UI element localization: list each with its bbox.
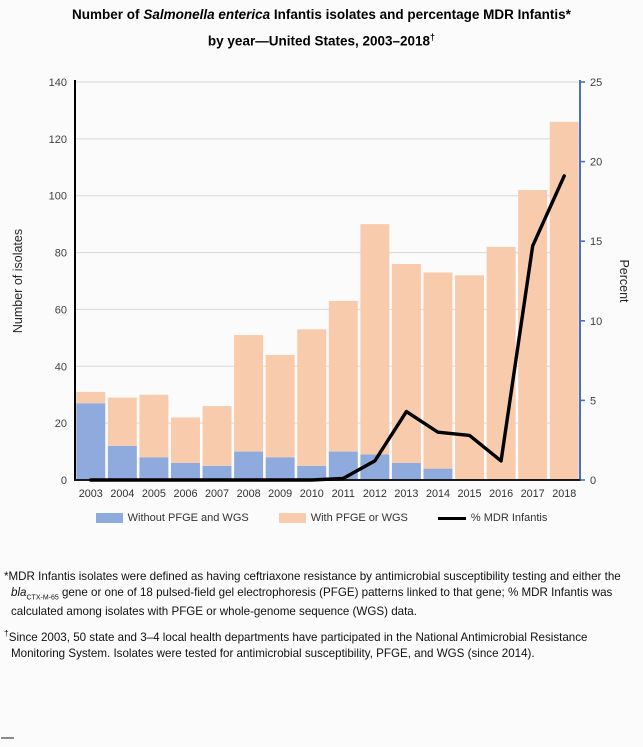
stacked-bar-line-chart: 0 20 40 60 80 100 120 140 0 5 10 15 20 25 2003 2004 2005… [11, 77, 631, 500]
bar-segment-with-pfge-2004 [107, 397, 137, 446]
left-axis-tick-label: 60 [55, 304, 67, 316]
right-axis-tick-label: 15 [590, 236, 602, 248]
chart-legend: Without PFGE and WGS With PFGE or WGS % … [0, 512, 643, 524]
bar-segment-without-pfge-2009 [265, 457, 295, 480]
right-axis-tick-label: 0 [590, 475, 596, 487]
legend-item-without-pfge: Without PFGE and WGS [95, 512, 249, 524]
left-axis-tick-label: 0 [61, 475, 67, 487]
x-axis-year-label: 2011 [332, 488, 355, 500]
bar-segment-with-pfge-2005 [139, 394, 169, 458]
footnote1-gene-italic: bla [11, 586, 27, 600]
left-axis-title: Number of isolates [11, 229, 25, 333]
bar-segment-with-pfge-2011 [328, 300, 358, 452]
bar-segment-with-pfge-2009 [265, 354, 295, 458]
x-axis-year-label: 2014 [426, 488, 450, 500]
x-axis-year-label: 2009 [268, 488, 292, 500]
footnote1-part1: *MDR Infantis isolates were defined as h… [4, 570, 621, 583]
footnotes: *MDR Infantis isolates were defined as h… [4, 569, 638, 670]
x-axis-year-label: 2016 [489, 488, 513, 500]
tan-bar-swatch-icon [278, 513, 306, 523]
dagger-superscript: † [430, 32, 436, 42]
chart-title-line1: Number of Salmonella enterica Infantis i… [0, 4, 643, 26]
x-axis-year-label: 2003 [79, 488, 103, 500]
bar-segment-with-pfge-2014 [423, 272, 453, 469]
x-axis-year-label: 2008 [237, 488, 261, 500]
title-species-italic: Salmonella enterica [143, 7, 271, 22]
left-axis-tick-label: 40 [55, 361, 67, 373]
bar-segment-with-pfge-2010 [297, 329, 327, 466]
x-axis-year-label: 2004 [110, 488, 134, 500]
left-axis-tick-label: 80 [55, 248, 67, 260]
bar-segment-without-pfge-2008 [234, 451, 264, 480]
bar-segment-without-pfge-2010 [297, 465, 327, 480]
bar-segment-with-pfge-2017 [518, 190, 548, 480]
x-axis-year-label: 2015 [458, 488, 482, 500]
right-axis-tick-label: 20 [590, 157, 602, 169]
footnote1-part2: gene or one of 18 pulsed-field gel elect… [11, 586, 613, 618]
bar-segment-with-pfge-2003 [76, 391, 106, 404]
legend-item-mdr-line: % MDR Infantis [437, 512, 548, 524]
bar-segment-without-pfge-2005 [139, 457, 169, 480]
x-axis-year-label: 2012 [363, 488, 387, 500]
legend-item-with-pfge: With PFGE or WGS [278, 512, 408, 524]
black-line-swatch-icon [437, 516, 466, 520]
bar-segment-with-pfge-2018 [549, 121, 579, 481]
bar-segment-without-pfge-2013 [391, 462, 421, 480]
bar-segment-with-pfge-2006 [170, 417, 200, 463]
blue-bar-swatch-icon [95, 513, 123, 523]
legend-label: With PFGE or WGS [310, 512, 408, 524]
footnote2-text: Since 2003, 50 state and 3–4 local healt… [8, 631, 588, 661]
bar-segment-without-pfge-2014 [423, 468, 453, 480]
chart-title: Number of Salmonella enterica Infantis i… [0, 4, 643, 53]
right-axis-tick-label: 5 [590, 395, 596, 407]
left-axis-tick-label: 140 [49, 77, 67, 89]
bar-segment-without-pfge-2007 [202, 465, 232, 480]
bar-segment-with-pfge-2016 [486, 246, 516, 480]
bar-segment-without-pfge-2004 [107, 445, 137, 480]
title-text-prefix: Number of [72, 7, 144, 22]
legend-label: % MDR Infantis [470, 512, 548, 524]
bar-segment-without-pfge-2011 [328, 451, 358, 480]
footnote-asterisk: *MDR Infantis isolates were defined as h… [4, 569, 638, 620]
right-axis-tick-label: 10 [590, 316, 602, 328]
x-axis-year-label: 2010 [300, 488, 324, 500]
bar-segment-with-pfge-2013 [391, 263, 421, 463]
right-axis-title: Percent [617, 259, 631, 303]
title-line2-text: by year—United States, 2003–2018 [207, 33, 431, 49]
legend-label: Without PFGE and WGS [127, 512, 249, 524]
x-axis-year-label: 2017 [521, 488, 545, 500]
left-axis-tick-label: 120 [49, 134, 67, 146]
left-axis-tick-label: 20 [55, 418, 67, 430]
chart-title-line2: by year—United States, 2003–2018† [0, 26, 643, 53]
bar-segment-with-pfge-2015 [455, 275, 485, 480]
mdr-infantis-percent-line [89, 174, 566, 482]
footnote1-gene-subscript: CTX-M-65 [26, 594, 59, 602]
x-axis-year-label: 2013 [394, 488, 418, 500]
left-axis-tick-label: 100 [49, 191, 67, 203]
x-axis-year-label: 2006 [173, 488, 197, 500]
footnote-dagger: †Since 2003, 50 state and 3–4 local heal… [4, 627, 638, 663]
bar-segment-without-pfge-2003 [76, 403, 106, 480]
x-axis-year-label: 2018 [552, 488, 576, 500]
right-axis-tick-label: 25 [590, 77, 602, 89]
bar-segment-with-pfge-2008 [234, 335, 264, 452]
footnote2-marker: † [4, 628, 9, 639]
x-axis-year-label: 2005 [142, 488, 166, 500]
bar-segment-with-pfge-2012 [360, 224, 390, 455]
bar-segment-without-pfge-2006 [170, 462, 200, 480]
title-text-suffix: Infantis isolates and percentage MDR Inf… [270, 7, 571, 22]
page-bottom-dash [1, 737, 14, 739]
bar-segment-with-pfge-2007 [202, 406, 232, 466]
x-axis-year-label: 2007 [205, 488, 229, 500]
